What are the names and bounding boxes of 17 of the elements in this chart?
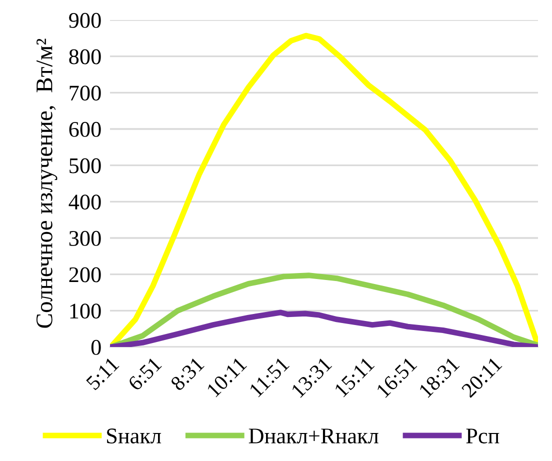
y-tick-label: 700: [70, 86, 101, 101]
y-tick-label: 400: [68, 194, 101, 210]
y-tick-label: 800: [69, 49, 101, 64]
x-tick-label: 8:31: [170, 356, 205, 392]
y-tick-label: 100: [70, 304, 101, 319]
y-tick-label: 300: [69, 230, 101, 246]
y-tick-label: 500: [70, 158, 101, 174]
x-tick-label: 6:51: [127, 356, 162, 392]
legend-label: Dнакл+Rнакл: [248, 428, 378, 444]
legend-label: Sнакл: [107, 428, 162, 444]
y-tick-label: 0: [91, 340, 101, 355]
legend-label: Pсп: [466, 428, 500, 444]
y-tick-label: 900: [69, 12, 101, 28]
y-tick-label: 200: [69, 267, 101, 282]
y-tick-label: 600: [69, 122, 101, 137]
y-axis-title: Солнечное излучение, Вт/м²: [36, 38, 58, 328]
x-tick-label: 5:11: [86, 356, 120, 391]
